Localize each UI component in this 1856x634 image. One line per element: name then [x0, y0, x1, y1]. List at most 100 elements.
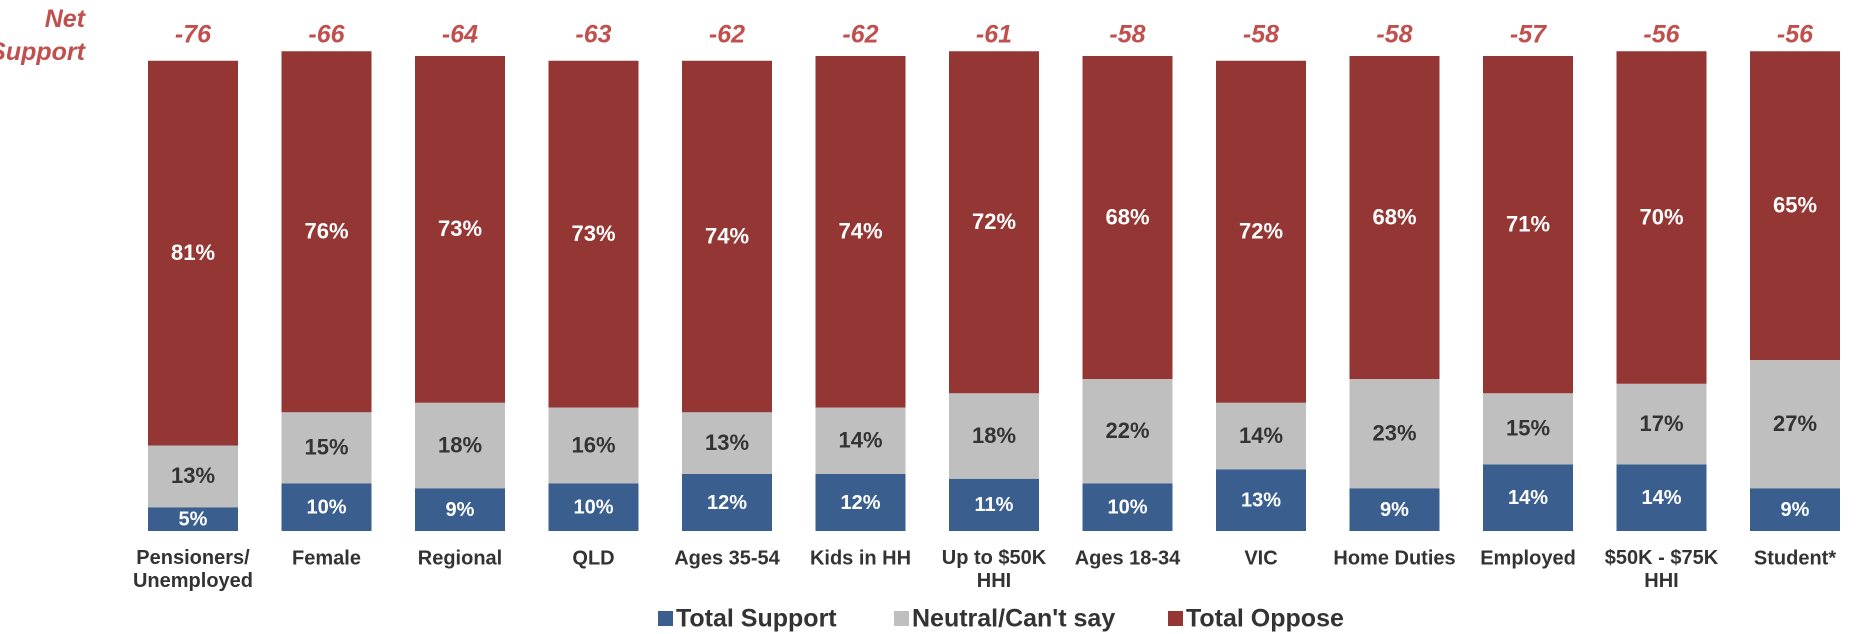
bar-segment [1616, 383, 1707, 465]
data-label: 68% [1105, 204, 1149, 229]
bar-segment [1750, 360, 1840, 489]
bar-segment [815, 407, 906, 474]
data-label: 14% [1508, 487, 1548, 509]
x-tick-label: Kids in HH [810, 547, 911, 569]
data-label: 73% [571, 221, 615, 246]
net-value: -66 [308, 21, 345, 49]
x-tick-label: Pensioners/Unemployed [133, 547, 253, 592]
bar-segment [682, 60, 772, 413]
bar-segment [1349, 488, 1440, 531]
bar-segment [281, 412, 372, 484]
x-tick-label: $50K - $75K HHI [1605, 547, 1719, 592]
data-label: 14% [1641, 487, 1681, 509]
bar-segment [1616, 464, 1707, 531]
bar-segment [949, 393, 1039, 479]
data-label: 9% [446, 499, 475, 521]
bar-segment [281, 483, 372, 531]
bar-segment [1750, 51, 1840, 360]
data-label: 73% [438, 216, 482, 241]
x-tick-label: Regional [418, 547, 502, 569]
legend-label: Total Support [676, 605, 837, 633]
data-label: 10% [573, 497, 613, 519]
data-label: 72% [1239, 219, 1283, 244]
net-value: -56 [1643, 21, 1680, 49]
x-tick-label: Home Duties [1333, 547, 1455, 569]
net-support-label: NetSupport [0, 5, 87, 66]
bar-segment [1216, 402, 1306, 470]
x-tick-label: Female [292, 547, 361, 569]
net-value: -61 [976, 21, 1012, 49]
bar-segment [1483, 393, 1573, 465]
net-value: -62 [842, 21, 878, 49]
data-label: 14% [1239, 423, 1283, 448]
net-value: -64 [442, 21, 478, 49]
net-value: -56 [1777, 21, 1814, 49]
data-label: 13% [1241, 489, 1281, 511]
legend-swatch [1168, 611, 1183, 626]
net-value: -58 [1376, 21, 1412, 49]
bar-segment [682, 474, 772, 531]
bar-segment [281, 51, 372, 413]
legend-swatch [658, 611, 673, 626]
data-label: 10% [306, 497, 346, 519]
data-label: 68% [1372, 204, 1416, 229]
data-label: 13% [171, 463, 215, 488]
net-value: -62 [709, 21, 745, 49]
bar-segment [548, 60, 639, 408]
data-label: 9% [1781, 499, 1810, 521]
data-label: 16% [571, 432, 615, 457]
bar-segment [415, 402, 505, 489]
data-label: 9% [1380, 499, 1409, 521]
x-tick-label: Ages 35-54 [674, 547, 780, 569]
bar-segment [682, 412, 772, 474]
net-value: -76 [175, 21, 212, 49]
bar-segment [148, 445, 238, 508]
data-label: 23% [1372, 420, 1416, 445]
net-value: -58 [1243, 21, 1279, 49]
data-label: 72% [972, 209, 1016, 234]
data-label: 74% [705, 223, 749, 248]
bar-segment [548, 407, 639, 484]
data-label: 27% [1773, 411, 1817, 436]
data-label: 15% [304, 435, 348, 460]
bar-segment [815, 56, 906, 408]
data-label: 12% [840, 492, 880, 514]
data-label: 70% [1639, 204, 1683, 229]
bar-segment [415, 56, 505, 403]
data-label: 81% [171, 240, 215, 265]
bar-segment [548, 483, 639, 531]
bar-segment [148, 507, 238, 531]
data-label: 18% [972, 423, 1016, 448]
data-label: 71% [1506, 211, 1550, 236]
bar-segment [815, 474, 906, 531]
data-label: 76% [304, 219, 348, 244]
legend-label: Neutral/Can't say [912, 605, 1115, 633]
data-label: 13% [705, 430, 749, 455]
data-label: 14% [838, 428, 882, 453]
x-tick-label: Up to $50K HHI [942, 547, 1047, 592]
bar-segment [1349, 56, 1440, 379]
net-value: -63 [575, 21, 611, 49]
bar-segment [1616, 51, 1707, 384]
bar-segment [1483, 56, 1573, 394]
data-label: 65% [1773, 192, 1817, 217]
bar-segment [1082, 379, 1173, 484]
net-value: -57 [1510, 21, 1547, 49]
bar-segment [1216, 469, 1306, 531]
bar-segment [1082, 483, 1173, 531]
bar-segment [148, 60, 238, 446]
data-label: 11% [975, 494, 1014, 516]
data-label: 15% [1506, 416, 1550, 441]
data-label: 5% [179, 508, 208, 530]
x-tick-label: QLD [572, 547, 614, 569]
legend-label: Total Oppose [1186, 605, 1344, 633]
bar-segment [415, 488, 505, 531]
x-tick-label: VIC [1244, 547, 1277, 569]
bar-segment [949, 51, 1039, 394]
data-label: 22% [1105, 418, 1149, 443]
bar-segment [1349, 379, 1440, 489]
net-value: -58 [1109, 21, 1145, 49]
bar-segment [1216, 60, 1306, 403]
x-tick-label: Student* [1754, 547, 1836, 569]
